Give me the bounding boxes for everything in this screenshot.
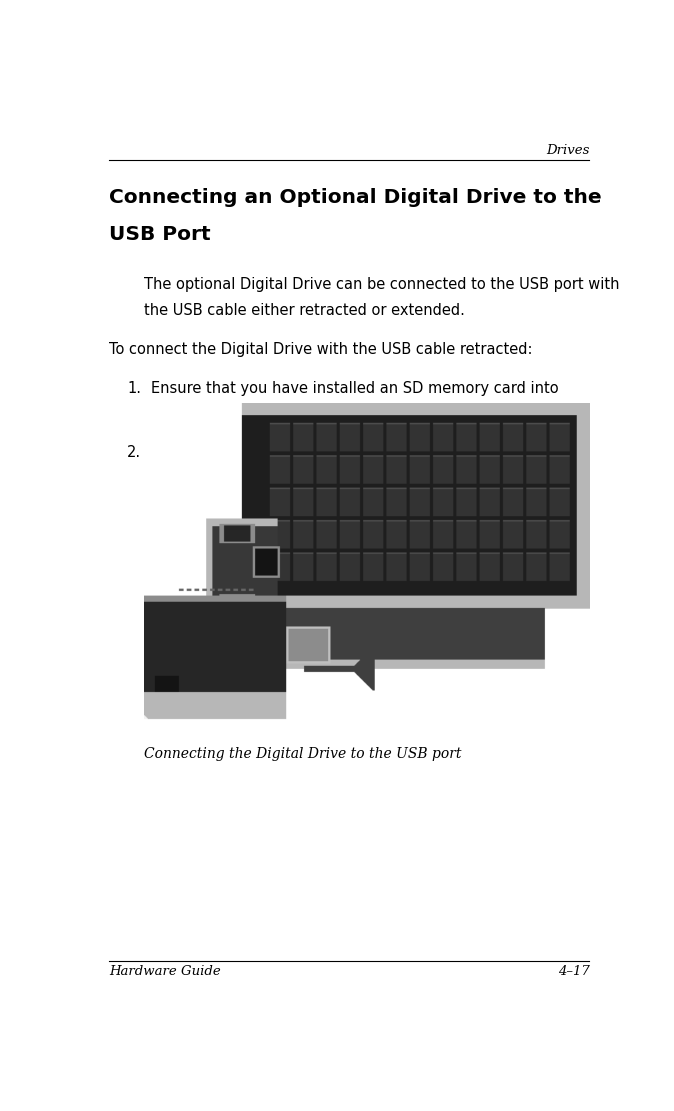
Text: Insert the USB connector on the Digital Drive into the: Insert the USB connector on the Digital …: [151, 444, 544, 460]
Text: USB Port: USB Port: [109, 224, 210, 243]
Text: To connect the Digital Drive with the USB cable retracted:: To connect the Digital Drive with the US…: [109, 342, 532, 357]
Text: Connecting the Digital Drive to the USB port: Connecting the Digital Drive to the USB …: [144, 747, 462, 761]
Text: Hardware Guide: Hardware Guide: [109, 964, 220, 978]
Text: 2.: 2.: [127, 444, 142, 460]
Text: Drives: Drives: [546, 143, 589, 157]
Text: Connecting an Optional Digital Drive to the: Connecting an Optional Digital Drive to …: [109, 188, 601, 207]
Text: USB port on your notebook.: USB port on your notebook.: [151, 470, 354, 486]
Text: the USB cable either retracted or extended.: the USB cable either retracted or extend…: [144, 302, 465, 318]
Text: The optional Digital Drive can be connected to the USB port with: The optional Digital Drive can be connec…: [144, 277, 620, 292]
Text: 4–17: 4–17: [557, 964, 589, 978]
Text: Ensure that you have installed an SD memory card into: Ensure that you have installed an SD mem…: [151, 381, 559, 397]
Text: 1.: 1.: [127, 381, 141, 397]
Text: the Digital Drive.: the Digital Drive.: [151, 407, 276, 422]
